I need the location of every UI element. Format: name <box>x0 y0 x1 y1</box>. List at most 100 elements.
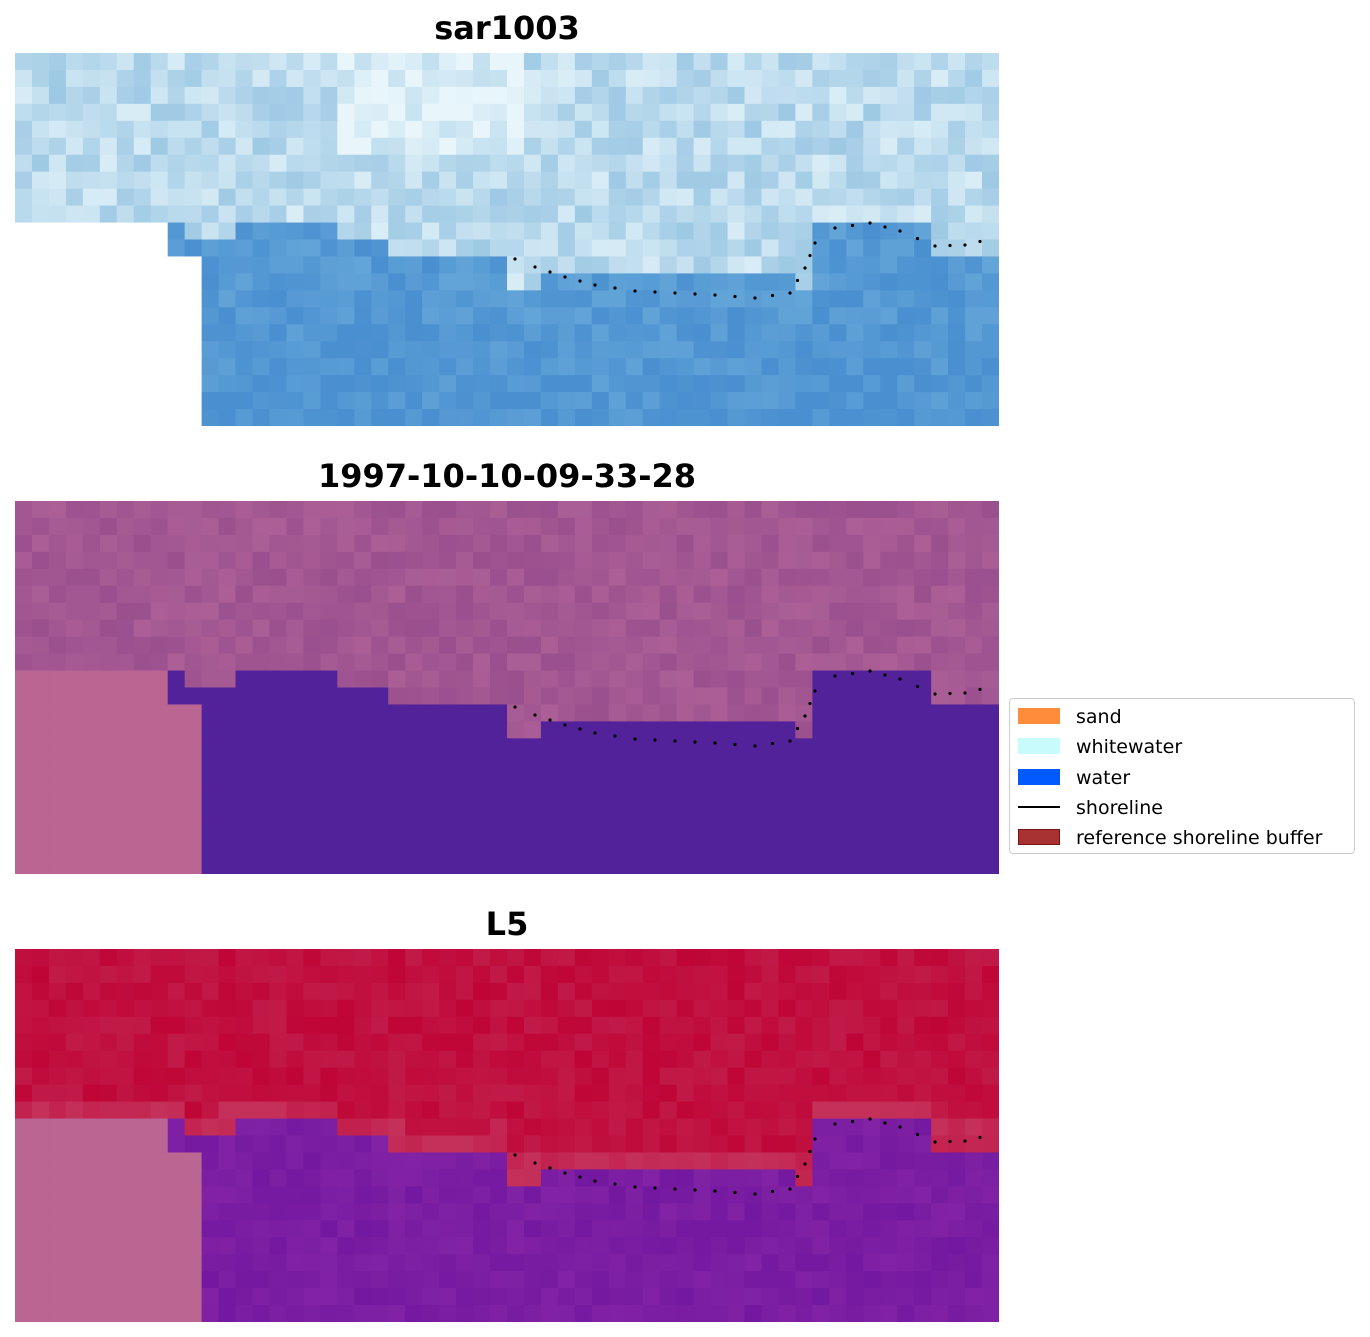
pixel-cell <box>846 738 864 756</box>
pixel-cell <box>82 982 101 1001</box>
pixel-cell <box>812 982 830 1001</box>
pixel-cell <box>184 517 203 536</box>
pixel-cell <box>676 568 695 587</box>
pixel-cell <box>218 721 237 739</box>
pixel-cell <box>744 551 763 570</box>
pixel-cell <box>303 721 321 739</box>
pixel-cell <box>218 358 237 376</box>
pixel-cell <box>710 534 729 553</box>
pixel-cell <box>65 154 84 173</box>
pixel-cell <box>31 358 50 376</box>
pixel-cell <box>456 602 474 621</box>
pixel-cell <box>608 1152 627 1170</box>
pixel-cell <box>642 1033 661 1052</box>
pixel-cell <box>557 1050 576 1069</box>
pixel-cell <box>608 1016 627 1035</box>
pixel-cell <box>608 1288 627 1306</box>
pixel-cell <box>184 375 203 393</box>
pixel-cell <box>48 1084 67 1103</box>
pixel-cell <box>591 949 610 967</box>
pixel-cell <box>473 755 491 773</box>
pixel-cell <box>116 501 135 519</box>
pixel-cell <box>439 1050 457 1069</box>
pixel-cell <box>15 999 33 1018</box>
pixel-cell <box>897 949 915 967</box>
pixel-cell <box>608 534 627 553</box>
pixel-cell <box>371 653 389 672</box>
pixel-cell <box>829 517 847 536</box>
pixel-cell <box>676 755 695 773</box>
pixel-cell <box>150 1050 169 1069</box>
pixel-cell <box>82 1135 101 1154</box>
pixel-cell <box>727 568 746 587</box>
pixel-cell <box>846 653 864 672</box>
pixel-cell <box>795 772 813 790</box>
pixel-cell <box>761 534 780 553</box>
pixel-cell <box>31 324 50 342</box>
pixel-cell <box>48 1220 67 1238</box>
pixel-cell <box>693 501 712 519</box>
pixel-cell <box>286 154 305 173</box>
pixel-cell <box>218 171 237 190</box>
pixel-cell <box>439 1254 457 1272</box>
pixel-cell <box>863 1271 881 1289</box>
pixel-cell <box>218 1135 237 1154</box>
pixel-cell <box>150 721 169 739</box>
pixel-cell <box>744 290 763 308</box>
pixel-cell <box>116 517 135 536</box>
pixel-cell <box>829 375 847 393</box>
pixel-cell <box>557 806 576 824</box>
pixel-cell <box>167 1305 186 1322</box>
pixel-cell <box>625 551 644 570</box>
pixel-cell <box>405 324 423 342</box>
pixel-cell <box>116 687 135 706</box>
panel-title-l5: L5 <box>485 905 529 943</box>
pixel-cell <box>150 1033 169 1052</box>
pixel-cell <box>659 1033 678 1052</box>
pixel-cell <box>880 358 898 376</box>
pixel-cell <box>235 738 254 756</box>
pixel-cell <box>829 1016 847 1035</box>
pixel-cell <box>778 568 797 587</box>
pixel-cell <box>150 1169 169 1187</box>
pixel-cell <box>625 653 644 672</box>
pixel-cell <box>507 1152 525 1170</box>
pixel-cell <box>744 171 763 190</box>
pixel-cell <box>490 602 508 621</box>
pixel-cell <box>439 341 457 359</box>
pixel-cell <box>778 687 797 706</box>
pixel-cell <box>201 86 220 105</box>
pixel-cell <box>99 602 118 621</box>
pixel-cell <box>133 222 152 241</box>
pixel-cell <box>914 222 932 241</box>
pixel-cell <box>116 1016 135 1035</box>
pixel-cell <box>914 823 932 841</box>
pixel-cell <box>812 653 830 672</box>
pixel-cell <box>31 1288 50 1306</box>
pixel-cell <box>591 653 610 672</box>
pixel-cell <box>235 1220 254 1238</box>
pixel-cell <box>99 53 118 71</box>
pixel-cell <box>31 755 50 773</box>
pixel-cell <box>133 840 152 858</box>
shoreline-dot <box>813 689 817 693</box>
pixel-cell <box>778 1203 797 1221</box>
pixel-cell <box>388 1152 406 1170</box>
pixel-cell <box>795 1101 813 1120</box>
pixel-cell <box>693 1050 712 1069</box>
pixel-cell <box>829 806 847 824</box>
pixel-cell <box>456 772 474 790</box>
pixel-cell <box>846 755 864 773</box>
pixel-cell <box>761 1101 780 1120</box>
pixel-cell <box>965 222 983 241</box>
pixel-cell <box>252 307 271 325</box>
pixel-cell <box>371 307 389 325</box>
pixel-cell <box>761 789 780 807</box>
pixel-cell <box>354 1152 372 1170</box>
pixel-cell <box>846 1271 864 1289</box>
pixel-cell <box>744 53 763 71</box>
pixel-cell <box>574 86 593 105</box>
pixel-cell <box>931 1050 949 1069</box>
pixel-cell <box>184 53 203 71</box>
pixel-cell <box>422 1016 440 1035</box>
